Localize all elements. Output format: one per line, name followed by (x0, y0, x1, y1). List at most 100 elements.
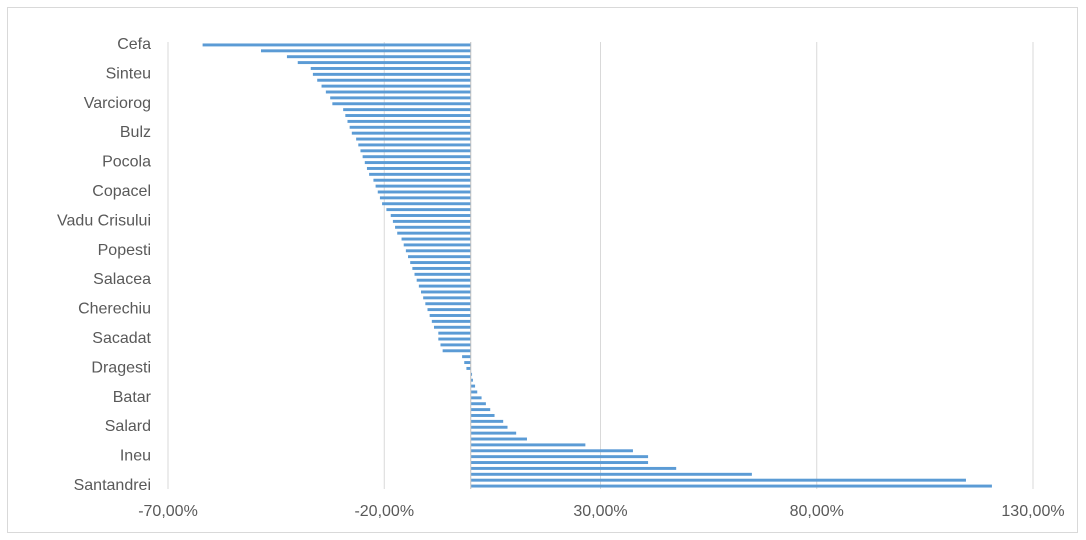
bar-16 (356, 137, 471, 141)
bar-32 (397, 231, 471, 235)
bar-38 (412, 266, 471, 270)
bar-41 (418, 284, 471, 288)
bar-47 (431, 319, 471, 323)
bar-8 (325, 90, 471, 94)
bar-42 (421, 290, 471, 294)
bar-61 (470, 402, 486, 406)
category-label-1: Sinteu (106, 65, 151, 82)
gridlines (167, 42, 1034, 489)
bar-22 (369, 172, 471, 176)
bar-58 (470, 384, 476, 388)
x-tick-labels: -70,00% -20,00% 30,00% 80,00% 130,00% (138, 503, 1064, 520)
bar-53 (462, 355, 471, 359)
bar-0 (202, 43, 471, 47)
x-tick-label-2: 30,00% (573, 503, 627, 520)
bar-5 (312, 72, 471, 76)
category-label-4: Pocola (102, 154, 151, 171)
bar-30 (392, 219, 471, 223)
category-label-2: Varciorog (84, 95, 151, 112)
category-label-3: Bulz (120, 124, 151, 141)
bar-4 (310, 66, 471, 70)
category-label-15: Santandrei (74, 477, 151, 494)
bar-2 (286, 55, 471, 59)
bar-51 (440, 343, 471, 347)
category-label-12: Batar (113, 389, 152, 406)
bar-67 (470, 437, 527, 441)
bar-29 (390, 214, 471, 217)
bar-69 (470, 449, 633, 453)
x-tick-label-3: 80,00% (790, 503, 844, 520)
bar-59 (470, 390, 478, 394)
x-tick-label-1: -20,00% (354, 503, 414, 520)
bar-23 (373, 178, 471, 182)
bar-15 (351, 131, 471, 135)
bar-73 (470, 472, 752, 476)
bar-49 (438, 331, 471, 335)
category-label-13: Salard (105, 418, 151, 435)
bar-11 (343, 108, 471, 112)
bar-71 (470, 461, 649, 465)
bar-70 (470, 455, 649, 459)
bar-54 (464, 361, 471, 365)
bar-72 (470, 466, 677, 470)
category-label-11: Dragesti (91, 359, 151, 376)
bar-56 (470, 372, 473, 376)
bar-13 (347, 119, 471, 123)
bar-9 (330, 96, 471, 100)
bar-6 (317, 78, 471, 82)
bar-1 (260, 49, 471, 53)
bar-39 (414, 272, 471, 276)
category-label-0: Cefa (117, 36, 151, 53)
bar-31 (395, 225, 471, 229)
bars (202, 43, 992, 488)
bar-68 (470, 443, 586, 447)
bar-34 (403, 243, 471, 247)
bar-12 (345, 114, 471, 117)
bar-18 (360, 149, 471, 153)
bar-75 (470, 484, 992, 488)
category-label-9: Cherechiu (78, 301, 151, 318)
bar-26 (379, 196, 471, 200)
bar-65 (470, 425, 508, 429)
bar-14 (349, 125, 471, 129)
bar-44 (425, 302, 471, 306)
bar-37 (410, 261, 471, 265)
bar-50 (438, 337, 471, 341)
bar-46 (429, 314, 471, 317)
bar-43 (423, 296, 471, 300)
bar-28 (386, 208, 471, 212)
bar-45 (427, 308, 471, 312)
bar-57 (470, 378, 473, 382)
bar-63 (470, 414, 495, 417)
bar-35 (405, 249, 471, 253)
bar-3 (297, 61, 471, 65)
bar-chart: Cefa Sinteu Varciorog Bulz Pocola Copacel Vadu… (57, 36, 1065, 520)
bar-27 (382, 202, 471, 206)
bar-40 (416, 278, 471, 282)
bar-60 (470, 396, 482, 400)
category-labels: Cefa Sinteu Varciorog Bulz Pocola Copacel Vadu… (57, 36, 152, 494)
bar-66 (470, 431, 517, 435)
bar-7 (321, 84, 471, 88)
bar-25 (377, 190, 471, 194)
bar-24 (375, 184, 471, 188)
category-label-6: Vadu Crisului (57, 212, 151, 229)
bar-33 (401, 237, 471, 241)
x-tick-label-4: 130,00% (1001, 503, 1064, 520)
bar-64 (470, 419, 504, 423)
x-tick-label-0: -70,00% (138, 503, 198, 520)
category-label-10: Sacadat (92, 330, 151, 347)
bar-62 (470, 408, 491, 412)
category-label-14: Ineu (120, 448, 151, 465)
category-label-8: Salacea (93, 271, 151, 288)
bar-36 (408, 255, 471, 259)
bar-10 (332, 102, 471, 106)
bar-52 (442, 349, 471, 353)
category-label-5: Copacel (92, 183, 151, 200)
bar-55 (466, 366, 471, 370)
chart-frame: Cefa Sinteu Varciorog Bulz Pocola Copacel Vadu… (7, 7, 1078, 533)
bar-20 (364, 161, 471, 165)
bar-17 (358, 143, 471, 147)
bar-74 (470, 478, 966, 482)
bar-48 (433, 325, 471, 329)
